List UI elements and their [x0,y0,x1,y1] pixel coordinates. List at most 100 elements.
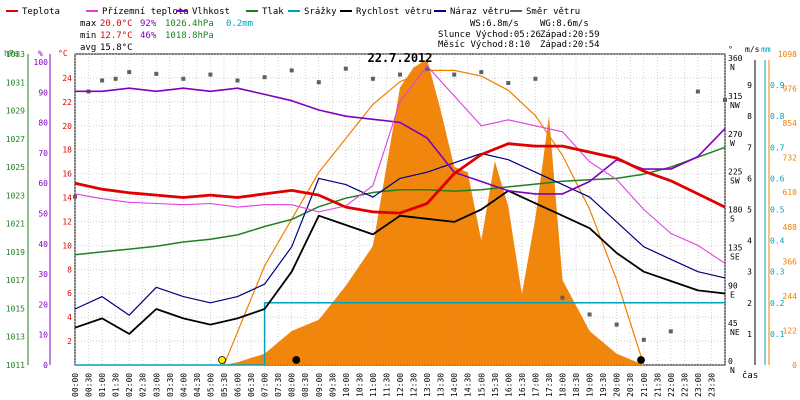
x-tick: 12:30 [410,373,419,397]
wind-direction-point [668,329,673,334]
direction-tick: 0 [728,357,733,366]
x-tick: 21:00 [640,373,649,397]
direction-tick: 360 [728,54,743,63]
wind-tick: 7 [747,143,752,152]
x-tick: 14:30 [464,373,473,397]
direction-tick-label: N [730,63,735,72]
series-line [75,87,726,195]
solar-layer [223,59,645,366]
direction-tick: 90 [728,281,738,290]
x-tick: 06:30 [247,373,256,397]
pressure-tick: 1025 [6,163,25,172]
direction-tick: 45 [728,319,738,328]
x-tick: 02:00 [125,373,134,397]
pressure-tick: 1033 [6,50,25,59]
stats-max-rain: 0.2mm [226,19,253,29]
x-tick: 22:00 [667,373,676,397]
temperature-tick: 8 [67,265,72,274]
info-block: WS:6.8m/s WG:8.6m/s Slunce Východ:05:26 … [438,19,600,50]
rain-tick: 0.9 [770,81,785,90]
x-tick: 19:00 [586,373,595,397]
x-tick: 16:30 [518,373,527,397]
temperature-tick: 12 [62,217,72,226]
stats-max-press: 1026.4hPa [165,19,214,29]
humidity-tick: 90 [38,88,48,97]
x-tick: 20:00 [613,373,622,397]
series-line [74,146,726,256]
x-tick: 16:00 [504,373,513,397]
x-tick: 19:30 [599,373,608,397]
x-tick: 13:00 [423,373,432,397]
rain-tick: 0.2 [770,299,785,308]
humidity-tick: 20 [38,300,48,309]
wind-direction-point [235,78,240,83]
marker-layer [218,356,645,364]
x-tick: 04:00 [179,373,188,397]
x-tick: 13:30 [437,373,446,397]
wind-direction-point [181,76,186,81]
wind-direction-point [506,81,511,85]
series-line [74,152,726,316]
marker-sun [218,356,227,364]
direction-tick-label: SW [730,177,740,186]
info-moon-set: Západ:20:54 [540,40,600,50]
wind-direction-point [370,76,375,81]
axes: hPa1011101310151017101910211023102510271… [4,45,797,397]
info-wg: WG:8.6m/s [540,19,589,29]
direction-tick: 135 [728,243,743,252]
temperature-tick: 6 [67,289,72,298]
direction-tick: 180 [728,206,743,215]
solar-area [224,59,644,365]
x-tick: 08:30 [301,373,310,397]
x-tick: 10:00 [342,373,351,397]
wind-tick: 9 [747,81,752,90]
solar-tick: 1098 [778,50,797,59]
pressure-tick: 1021 [6,220,25,229]
legend: Teplota Přízemní teplota Vlhkost Tlak Srážky… [6,7,580,17]
info-sun-set: Západ:20:59 [540,30,600,40]
x-tick: 06:00 [234,373,243,397]
legend-label: Tlak [262,7,284,17]
humidity-tick: 0 [43,361,48,370]
rain-tick: 0.7 [770,143,785,152]
wind-tick: 8 [747,112,752,121]
wind-direction-layer [73,66,727,342]
x-tick: 05:30 [220,373,229,397]
series-line [75,302,725,366]
x-tick: 09:30 [328,373,337,397]
x-tick: 11:30 [383,373,392,397]
legend-label: Srážky [304,7,337,17]
info-moon-rise: Měsíc Východ:8:10 [438,40,530,50]
stats-max-label: max [80,19,97,29]
x-tick: 01:00 [98,373,107,397]
legend-label: Teplota [22,7,60,17]
x-tick: 07:30 [274,373,283,397]
humidity-tick: 50 [38,210,48,219]
x-tick: 14:00 [450,373,459,397]
wind-direction-point [533,76,538,81]
wind-tick: 6 [747,174,752,183]
wind-tick: 5 [747,206,752,215]
solar-max-line [223,69,645,366]
direction-tick: 315 [728,92,743,101]
direction-tick-label: SE [730,252,740,261]
direction-tick-label: W [730,139,735,148]
wind-direction-point [100,78,105,83]
rain-tick: 0.5 [770,206,785,215]
wind-direction-point [425,66,430,71]
series-layer [74,65,726,366]
x-tick: 20:30 [626,373,635,397]
wind-direction-point [343,66,348,71]
marker-moon [292,356,301,364]
temperature-tick: 2 [67,337,72,346]
wind-tick: 4 [747,237,752,246]
marker-moon [637,356,645,364]
temperature-tick: 22 [62,98,72,107]
solar-tick: 0 [792,361,797,370]
x-tick: 21:30 [653,373,662,397]
wind-direction-point [208,72,213,77]
wind-direction-point [113,76,118,81]
wind-direction-point [154,71,159,76]
